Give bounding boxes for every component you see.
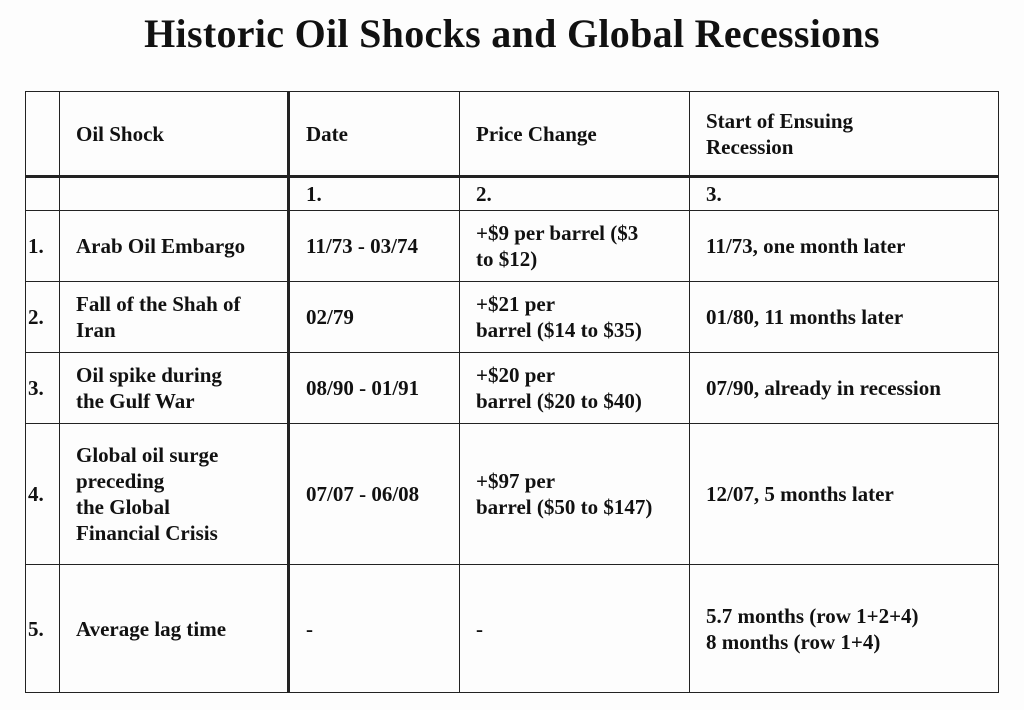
date-cell: 08/90 - 01/91 (288, 352, 460, 424)
price-change-cell: +$9 per barrel ($3 to $12) (459, 210, 690, 282)
header-cell-date: Date (288, 91, 460, 178)
subheader-cell (59, 176, 290, 211)
recession-cell: 01/80, 11 months later (689, 281, 999, 353)
date-cell: 02/79 (288, 281, 460, 353)
subheader-cell: 1. (288, 176, 460, 211)
table-row: 3. Oil spike during the Gulf War 08/90 -… (25, 352, 999, 424)
row-number: 2. (25, 281, 60, 353)
subheader-cell (25, 176, 60, 211)
price-change-cell: - (459, 564, 690, 693)
price-change-cell: +$21 per barrel ($14 to $35) (459, 281, 690, 353)
table-row: 1. Arab Oil Embargo 11/73 - 03/74 +$9 pe… (25, 210, 999, 282)
price-change-cell: +$20 per barrel ($20 to $40) (459, 352, 690, 424)
subheader-cell: 2. (459, 176, 690, 211)
oil-shock-cell: Global oil surge preceding the Global Fi… (59, 423, 290, 565)
recession-cell: 5.7 months (row 1+2+4) 8 months (row 1+4… (689, 564, 999, 693)
price-change-cell: +$97 per barrel ($50 to $147) (459, 423, 690, 565)
recession-cell: 11/73, one month later (689, 210, 999, 282)
table-row: 5. Average lag time - - 5.7 months (row … (25, 564, 999, 693)
oil-shock-cell: Fall of the Shah of Iran (59, 281, 290, 353)
header-cell-num (25, 91, 60, 178)
subheader-cell: 3. (689, 176, 999, 211)
oil-shocks-table: Oil Shock Date Price Change Start of Ens… (25, 91, 999, 693)
date-cell: 11/73 - 03/74 (288, 210, 460, 282)
row-number: 3. (25, 352, 60, 424)
table-row: 2. Fall of the Shah of Iran 02/79 +$21 p… (25, 281, 999, 353)
date-cell: 07/07 - 06/08 (288, 423, 460, 565)
oil-shock-cell: Oil spike during the Gulf War (59, 352, 290, 424)
table-subheader-row: 1. 2. 3. (25, 176, 999, 211)
table-header-row: Oil Shock Date Price Change Start of Ens… (25, 91, 999, 178)
recession-cell: 07/90, already in recession (689, 352, 999, 424)
oil-shock-cell: Arab Oil Embargo (59, 210, 290, 282)
row-number: 1. (25, 210, 60, 282)
header-cell-recession: Start of Ensuing Recession (689, 91, 999, 178)
recession-cell: 12/07, 5 months later (689, 423, 999, 565)
table-row: 4. Global oil surge preceding the Global… (25, 423, 999, 565)
date-cell: - (288, 564, 460, 693)
header-cell-price-change: Price Change (459, 91, 690, 178)
page-title: Historic Oil Shocks and Global Recession… (144, 11, 880, 56)
oil-shock-cell: Average lag time (59, 564, 290, 693)
row-number: 5. (25, 564, 60, 693)
row-number: 4. (25, 423, 60, 565)
header-cell-oil-shock: Oil Shock (59, 91, 290, 178)
